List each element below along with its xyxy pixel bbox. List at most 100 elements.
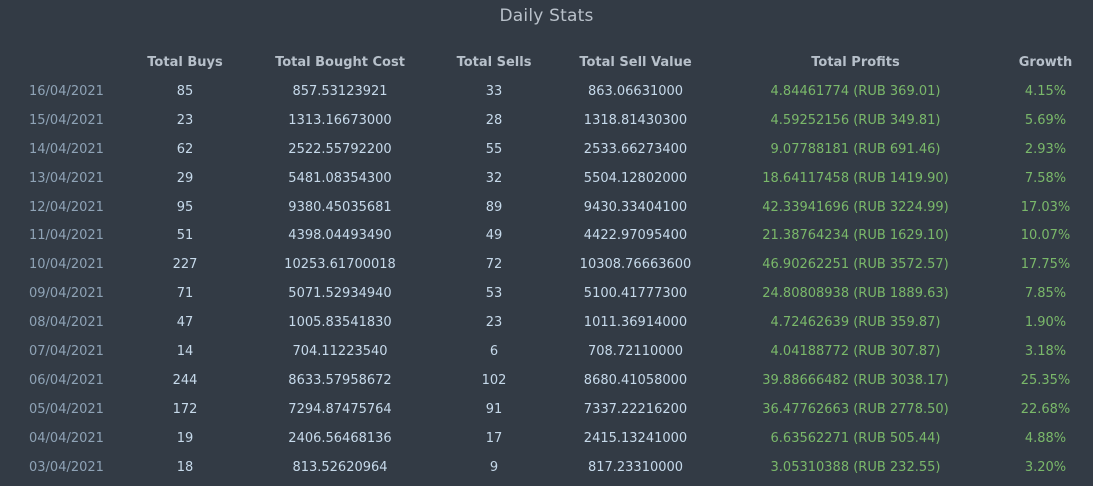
- row-date: 14/04/2021: [29, 141, 104, 157]
- row-total-buys: 19: [176, 430, 194, 446]
- row-total-sells: 33: [485, 83, 503, 99]
- row-total-profits: 4.72462639 (RUB 359.87): [770, 315, 941, 331]
- row-total-sell-value: 4422.97095400: [583, 228, 688, 244]
- row-growth: 5.69%: [1024, 112, 1067, 128]
- row-total-profits: 4.59252156 (RUB 349.81): [770, 112, 941, 128]
- page-title: Daily Stats: [499, 6, 594, 26]
- row-total-bought-cost: 1005.83541830: [288, 315, 392, 331]
- row-date: 08/04/2021: [29, 315, 104, 331]
- row-total-buys: 172: [172, 401, 198, 417]
- row-date: 15/04/2021: [29, 112, 104, 128]
- row-total-bought-cost: 5481.08354300: [288, 170, 392, 186]
- row-total-sells: 53: [485, 286, 503, 302]
- row-growth: 22.68%: [1020, 401, 1071, 417]
- row-date: 10/04/2021: [29, 257, 104, 273]
- row-total-profits: 18.64117458 (RUB 1419.90): [762, 170, 949, 186]
- row-total-sell-value: 708.72110000: [587, 343, 684, 359]
- row-total-sell-value: 5100.41777300: [583, 286, 688, 302]
- row-total-sell-value: 7337.22216200: [583, 401, 688, 417]
- row-growth: 2.93%: [1024, 141, 1067, 157]
- table-row: 03/04/2021 18 813.52620964 9 817.23310000 3.0…: [0, 453, 1093, 482]
- row-total-sell-value: 5504.12802000: [583, 170, 688, 186]
- daily-stats-table: Total Buys Total Bought Cost Total Sells…: [0, 47, 1093, 481]
- row-total-sells: 91: [485, 401, 503, 417]
- row-total-bought-cost: 7294.87475764: [288, 401, 392, 417]
- row-total-sells: 23: [485, 315, 503, 331]
- row-total-buys: 85: [176, 83, 194, 99]
- row-total-sells: 102: [481, 372, 507, 388]
- row-date: 07/04/2021: [29, 343, 104, 359]
- row-total-sell-value: 2533.66273400: [583, 141, 688, 157]
- row-total-profits: 21.38764234 (RUB 1629.10): [762, 228, 949, 244]
- row-date: 16/04/2021: [29, 83, 104, 99]
- table-row: 08/04/2021 47 1005.83541830 23 1011.36914000…: [0, 308, 1093, 337]
- row-total-buys: 14: [176, 343, 194, 359]
- table-row: 05/04/2021 172 7294.87475764 91 7337.2221620…: [0, 395, 1093, 424]
- table-row: 12/04/2021 95 9380.45035681 89 9430.33404100…: [0, 193, 1093, 222]
- row-total-bought-cost: 10253.61700018: [284, 257, 396, 273]
- row-total-buys: 18: [176, 459, 194, 475]
- row-total-profits: 9.07788181 (RUB 691.46): [770, 141, 941, 157]
- column-header-total-bought-cost: Total Bought Cost: [275, 54, 405, 70]
- row-total-bought-cost: 5071.52934940: [288, 286, 392, 302]
- table-header: Total Buys Total Bought Cost Total Sells…: [0, 47, 1093, 77]
- row-total-buys: 227: [172, 257, 198, 273]
- row-growth: 7.58%: [1024, 170, 1067, 186]
- row-total-sell-value: 2415.13241000: [583, 430, 688, 446]
- row-total-buys: 51: [176, 228, 194, 244]
- row-total-buys: 62: [176, 141, 194, 157]
- row-date: 13/04/2021: [29, 170, 104, 186]
- row-total-sell-value: 8680.41058000: [583, 372, 688, 388]
- row-total-sells: 55: [485, 141, 503, 157]
- row-growth: 3.20%: [1024, 459, 1067, 475]
- column-header-growth: Growth: [1018, 54, 1073, 70]
- table-row: 11/04/2021 51 4398.04493490 49 4422.97095400…: [0, 221, 1093, 250]
- row-total-sells: 9: [489, 459, 499, 475]
- row-total-buys: 95: [176, 199, 194, 215]
- row-total-bought-cost: 9380.45035681: [288, 199, 392, 215]
- table-row: 15/04/2021 23 1313.16673000 28 1318.81430300…: [0, 106, 1093, 135]
- row-date: 03/04/2021: [29, 459, 104, 475]
- row-total-sells: 17: [485, 430, 503, 446]
- row-total-profits: 3.05310388 (RUB 232.55): [770, 459, 941, 475]
- table-row: 06/04/2021 244 8633.57958672 102 8680.410580…: [0, 366, 1093, 395]
- row-growth: 17.75%: [1020, 257, 1071, 273]
- row-total-profits: 39.88666482 (RUB 3038.17): [762, 372, 949, 388]
- row-total-bought-cost: 4398.04493490: [288, 228, 392, 244]
- row-total-profits: 6.63562271 (RUB 505.44): [770, 430, 941, 446]
- column-header-total-sells: Total Sells: [456, 54, 532, 70]
- row-total-buys: 47: [176, 315, 194, 331]
- row-total-sells: 6: [489, 343, 499, 359]
- row-growth: 25.35%: [1020, 372, 1071, 388]
- row-date: 12/04/2021: [29, 199, 104, 215]
- row-total-sell-value: 1318.81430300: [583, 112, 688, 128]
- row-total-buys: 23: [176, 112, 194, 128]
- row-total-bought-cost: 2522.55792200: [288, 141, 392, 157]
- table-row: 13/04/2021 29 5481.08354300 32 5504.12802000…: [0, 164, 1093, 193]
- column-header-total-sell-value: Total Sell Value: [579, 54, 692, 70]
- row-total-profits: 42.33941696 (RUB 3224.99): [762, 199, 949, 215]
- row-date: 11/04/2021: [29, 228, 104, 244]
- row-total-sell-value: 10308.76663600: [579, 257, 692, 273]
- row-total-buys: 29: [176, 170, 194, 186]
- row-total-sells: 49: [485, 228, 503, 244]
- table-row: 10/04/2021 227 10253.61700018 72 10308.76663…: [0, 250, 1093, 279]
- row-total-bought-cost: 2406.56468136: [288, 430, 392, 446]
- header-row: Total Buys Total Bought Cost Total Sells…: [0, 47, 1093, 77]
- row-date: 05/04/2021: [29, 401, 104, 417]
- row-total-bought-cost: 704.11223540: [292, 343, 388, 359]
- row-date: 09/04/2021: [29, 286, 104, 302]
- row-total-sell-value: 1011.36914000: [583, 315, 688, 331]
- row-total-sell-value: 863.06631000: [587, 83, 684, 99]
- row-total-sells: 89: [485, 199, 503, 215]
- table-row: 14/04/2021 62 2522.55792200 55 2533.66273400…: [0, 135, 1093, 164]
- row-total-bought-cost: 813.52620964: [292, 459, 388, 475]
- row-growth: 10.07%: [1020, 228, 1071, 244]
- row-total-profits: 46.90262251 (RUB 3572.57): [762, 257, 949, 273]
- row-total-profits: 4.84461774 (RUB 369.01): [770, 83, 941, 99]
- table-row: 16/04/2021 85 857.53123921 33 863.06631000 4.…: [0, 77, 1093, 106]
- row-total-buys: 244: [172, 372, 198, 388]
- row-total-sells: 32: [485, 170, 503, 186]
- row-total-profits: 4.04188772 (RUB 307.87): [770, 343, 941, 359]
